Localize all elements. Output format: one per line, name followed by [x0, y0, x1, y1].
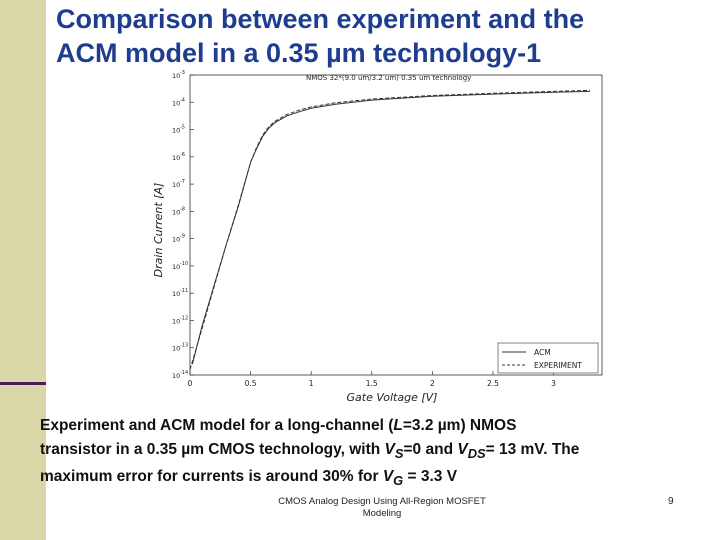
y-tick-label: 10: [172, 290, 180, 298]
figure-caption: Experiment and ACM model for a long-chan…: [40, 414, 680, 493]
y-tick-label: 10: [172, 372, 180, 380]
chart-title: NMOS 32*(9.0 um/3.2 um) 0.35 um technolo…: [306, 74, 471, 82]
x-tick-label: 0.5: [245, 379, 257, 388]
y-tick-label: 10: [172, 236, 180, 244]
y-tick-label: 10: [172, 72, 180, 80]
page-number: 9: [668, 496, 674, 507]
caption-line-2: transistor in a 0.35 µm CMOS technology,…: [40, 440, 580, 461]
y-tick-exponent: -12: [180, 315, 188, 321]
caption-line-1: Experiment and ACM model for a long-chan…: [40, 417, 517, 434]
x-tick-label: 3: [551, 379, 556, 388]
x-tick-label: 1.5: [366, 379, 378, 388]
y-tick-exponent: -14: [180, 370, 188, 376]
x-axis-label: Gate Voltage [V]: [347, 391, 438, 404]
y-tick-exponent: -11: [180, 288, 188, 294]
drain-current-chart: NMOS 32*(9.0 um/3.2 um) 0.35 um technolo…: [152, 70, 603, 404]
x-axis-ticks: 0 0.5 1 1.5 2 2.5 3: [188, 371, 556, 388]
y-tick-label: 10: [172, 181, 180, 189]
plot-area-frame: [189, 74, 603, 376]
x-tick-label: 2: [430, 379, 435, 388]
plot-image: NMOS 32*(9.0 um/3.2 um) 0.35 um technolo…: [146, 70, 616, 410]
y-tick-exponent: -7: [180, 179, 185, 185]
side-decoration-bar: [0, 0, 46, 540]
footer-line-1: CMOS Analog Design Using All-Region MOSF…: [278, 496, 486, 507]
y-tick-exponent: -8: [180, 206, 185, 212]
title-line-1: Comparison between experiment and the: [56, 4, 585, 34]
legend-box: [497, 342, 599, 374]
y-tick-label: 10: [172, 154, 180, 162]
legend-experiment-label: EXPERIMENT: [534, 361, 582, 370]
y-tick-label: 10: [172, 317, 180, 325]
y-tick-exponent: -10: [180, 261, 188, 267]
y-tick-exponent: -5: [180, 125, 185, 131]
x-tick-label: 0: [188, 379, 193, 388]
y-tick-label: 10: [172, 127, 180, 135]
footer-text: CMOS Analog Design Using All-Region MOSF…: [262, 496, 502, 520]
y-axis-label: Drain Current [A]: [152, 183, 165, 278]
y-tick-label: 10: [172, 99, 180, 107]
series-line-experiment: [189, 89, 590, 370]
side-decoration-line: [0, 382, 46, 385]
y-tick-label: 10: [172, 345, 180, 353]
legend-acm-label: ACM: [534, 348, 551, 357]
x-tick-label: 2.5: [487, 379, 499, 388]
series-layer: [189, 89, 590, 370]
y-axis-ticks: 10-310-410-510-610-710-810-910-1010-1110…: [172, 70, 194, 380]
y-tick-exponent: -9: [180, 234, 185, 240]
y-tick-exponent: -13: [180, 343, 188, 349]
y-tick-label: 10: [172, 208, 180, 216]
y-tick-exponent: -6: [180, 152, 185, 158]
y-tick-exponent: -3: [180, 70, 185, 76]
legend: ACM EXPERIMENT: [497, 342, 599, 374]
x-tick-label: 1: [309, 379, 314, 388]
y-tick-label: 10: [172, 263, 180, 271]
footer-line-2: Modeling: [362, 508, 402, 519]
caption-line-3: maximum error for currents is around 30%…: [40, 468, 458, 489]
slide-title: Comparison between experiment and the AC…: [56, 2, 706, 70]
y-tick-exponent: -4: [180, 97, 185, 103]
title-line-2: ACM model in a 0.35 µm technology-1: [56, 38, 542, 68]
series-line-acm: [191, 90, 590, 365]
